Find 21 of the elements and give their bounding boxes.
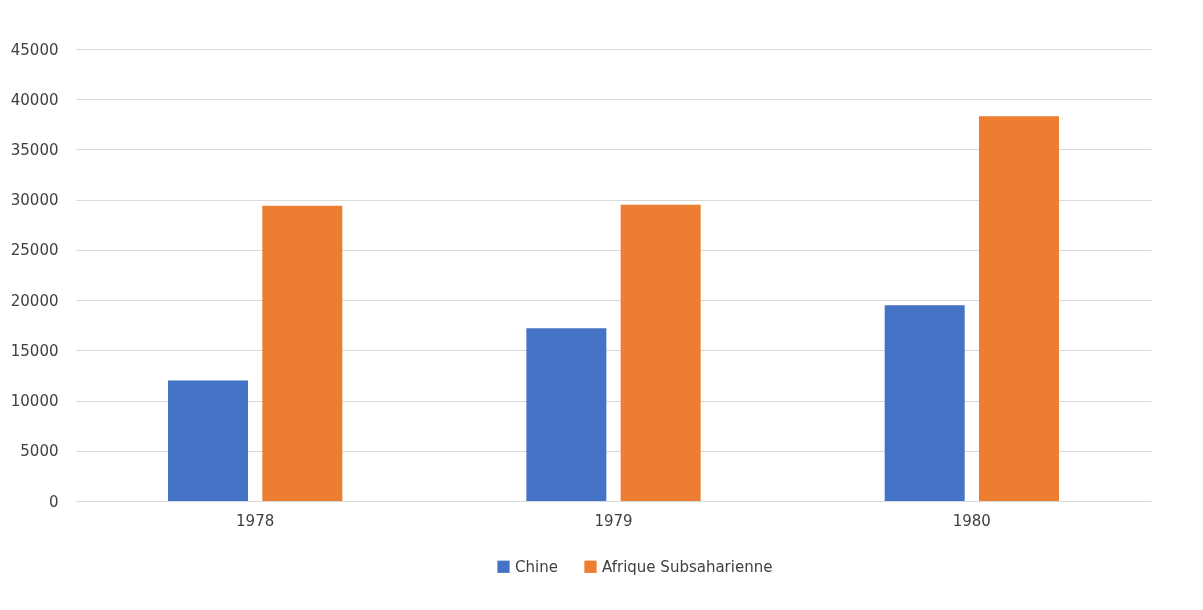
y-tick-label: 20000 (10, 291, 59, 310)
bar (978, 116, 1059, 501)
bar (262, 205, 343, 501)
bar (526, 328, 607, 501)
bar (620, 204, 701, 501)
legend-label: Afrique Subsaharienne (602, 557, 773, 576)
y-tick-label: 5000 (20, 442, 59, 461)
y-tick-label: 40000 (10, 90, 59, 109)
x-tick-label: 1979 (594, 511, 633, 530)
y-tick-label: 15000 (10, 341, 59, 360)
bar (168, 380, 249, 501)
y-tick-label: 35000 (10, 140, 59, 159)
y-tick-label: 0 (48, 492, 59, 511)
y-tick-label: 30000 (10, 191, 59, 210)
y-tick-label: 10000 (10, 392, 59, 411)
bar (884, 305, 965, 501)
x-tick-label: 1980 (952, 511, 991, 530)
y-tick-label: 45000 (10, 40, 59, 59)
legend-label: Chine (515, 557, 558, 576)
y-tick-label: 25000 (10, 241, 59, 260)
x-tick-label: 1978 (236, 511, 275, 530)
